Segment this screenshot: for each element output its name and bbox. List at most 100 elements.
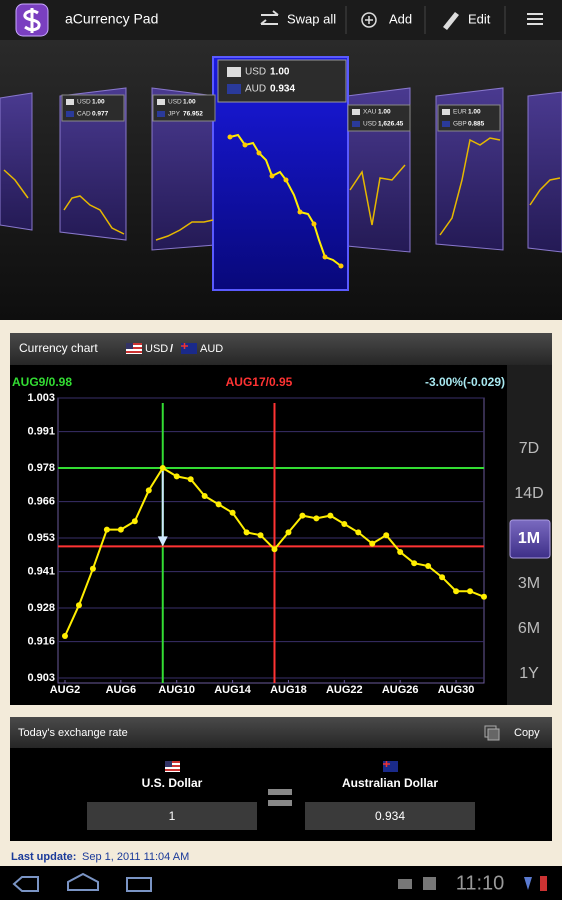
side-card[interactable] bbox=[527, 91, 562, 253]
flag bbox=[442, 109, 450, 115]
from-input[interactable] bbox=[87, 802, 257, 830]
action-label[interactable]: Swap all bbox=[287, 11, 336, 26]
data-point bbox=[229, 509, 236, 516]
side-card[interactable] bbox=[59, 87, 127, 241]
x-tick-label: AUG6 bbox=[106, 684, 137, 696]
home-button[interactable] bbox=[67, 872, 99, 891]
app-bar bbox=[0, 0, 562, 40]
action-label[interactable]: Edit bbox=[468, 11, 491, 26]
data-point bbox=[383, 532, 390, 539]
range-selected[interactable] bbox=[509, 519, 551, 559]
edit-action[interactable]: Edit bbox=[443, 11, 491, 30]
currency-code: JPY bbox=[168, 111, 181, 118]
nav-bar bbox=[0, 866, 562, 900]
range-button[interactable]: 1Y bbox=[519, 665, 539, 682]
separator: / bbox=[170, 343, 173, 355]
copy-action[interactable]: Copy bbox=[484, 725, 540, 741]
currency-value: 0.977 bbox=[92, 111, 109, 118]
recents-button[interactable] bbox=[126, 877, 152, 892]
sparkline bbox=[155, 219, 214, 241]
au-flag bbox=[181, 343, 197, 354]
y-tick-label: 0.991 bbox=[27, 426, 55, 438]
add-action[interactable]: Add bbox=[361, 11, 412, 28]
currency-value: 1.00 bbox=[468, 109, 481, 116]
back-button[interactable] bbox=[12, 876, 39, 892]
data-point bbox=[481, 593, 487, 600]
swap-icon bbox=[260, 10, 279, 25]
signal-icon bbox=[524, 877, 532, 890]
range-button[interactable]: 7D bbox=[519, 440, 539, 457]
panel-title: Today's exchange rate bbox=[18, 727, 128, 739]
panel-header bbox=[10, 333, 552, 365]
swap-action[interactable]: Swap all bbox=[260, 10, 336, 26]
data-point bbox=[145, 487, 152, 494]
y-tick-label: 1.003 bbox=[27, 392, 55, 404]
change-arrow-head bbox=[157, 536, 168, 547]
data-point bbox=[89, 565, 96, 572]
data-point bbox=[285, 529, 292, 536]
y-tick-label: 0.903 bbox=[27, 672, 55, 684]
data-point bbox=[355, 529, 362, 536]
range-button[interactable]: 1M bbox=[518, 530, 540, 547]
battery-icon bbox=[540, 876, 547, 891]
y-tick-label: 0.953 bbox=[27, 532, 55, 544]
us-flag bbox=[126, 343, 142, 354]
data-point bbox=[257, 532, 264, 539]
flag bbox=[66, 99, 74, 105]
action-label[interactable]: Add bbox=[389, 11, 412, 26]
equals-sign bbox=[268, 789, 292, 795]
sparkline bbox=[3, 169, 29, 199]
x-tick-label: AUG10 bbox=[158, 684, 195, 696]
status-icon bbox=[398, 879, 412, 889]
app-title: aCurrency Pad bbox=[65, 11, 158, 27]
currency-value: 1.00 bbox=[92, 99, 105, 106]
currency-value: 1.00 bbox=[270, 67, 290, 78]
y-tick-label: 0.978 bbox=[27, 462, 55, 474]
data-point bbox=[327, 512, 334, 519]
sparkline bbox=[439, 137, 501, 236]
add-icon bbox=[365, 16, 373, 24]
data-point bbox=[75, 602, 82, 609]
base-code: USD bbox=[145, 343, 168, 355]
copy-icon bbox=[487, 728, 500, 741]
data-point bbox=[397, 549, 404, 555]
side-card[interactable] bbox=[0, 92, 33, 231]
range-button[interactable]: 14D bbox=[514, 485, 543, 502]
data-point bbox=[61, 633, 68, 639]
change-label: -3.00%(-0.029) bbox=[425, 375, 505, 389]
data-point bbox=[453, 588, 460, 595]
menu-icon[interactable] bbox=[527, 13, 543, 25]
x-tick-label: AUG30 bbox=[438, 684, 475, 696]
y-tick-label: 0.916 bbox=[27, 636, 55, 648]
currency-code: GBP bbox=[453, 121, 467, 128]
flag bbox=[352, 109, 360, 115]
copy-label[interactable]: Copy bbox=[514, 727, 540, 739]
to-input[interactable] bbox=[305, 802, 475, 830]
data-point bbox=[103, 526, 110, 533]
from-amount[interactable]: 1 bbox=[169, 809, 176, 823]
sparkline bbox=[63, 195, 125, 235]
data-point bbox=[187, 476, 194, 483]
currency-code: EUR bbox=[453, 109, 467, 116]
currency-value: 1.00 bbox=[183, 99, 196, 106]
update-label: Last update: bbox=[11, 851, 76, 863]
currency-value: 1.00 bbox=[378, 109, 391, 116]
y-tick-label: 0.928 bbox=[27, 602, 55, 614]
to-amount[interactable]: 0.934 bbox=[375, 809, 405, 823]
data-point bbox=[467, 588, 474, 595]
range-button[interactable]: 3M bbox=[518, 575, 540, 592]
flag bbox=[66, 111, 74, 117]
data-point bbox=[201, 493, 208, 499]
clock: 11:10 bbox=[456, 872, 505, 894]
update-value: Sep 1, 2011 11:04 AM bbox=[82, 851, 189, 863]
range-button[interactable]: 6M bbox=[518, 620, 540, 637]
currency-code: USD bbox=[168, 99, 182, 106]
data-point bbox=[215, 501, 222, 508]
flag bbox=[227, 67, 241, 77]
sparkline bbox=[529, 177, 561, 206]
x-tick-label: AUG22 bbox=[326, 684, 363, 696]
equals-sign bbox=[268, 800, 292, 806]
chart-panel bbox=[10, 333, 552, 705]
data-point bbox=[173, 473, 180, 480]
